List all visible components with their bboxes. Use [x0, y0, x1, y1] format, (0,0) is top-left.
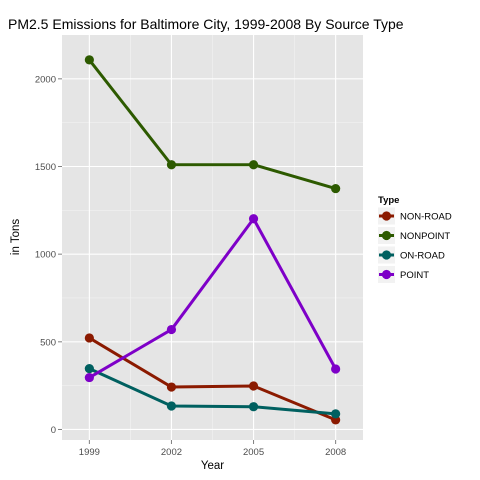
legend-item-point: POINT	[378, 266, 429, 283]
legend-key-point	[382, 270, 391, 279]
x-tick-label: 2005	[243, 447, 264, 458]
data-point-nonpoint	[167, 160, 176, 169]
y-tick-label: 1000	[35, 250, 56, 261]
y-tick-label: 1500	[35, 162, 56, 173]
legend-item-non-road: NON-ROAD	[378, 208, 452, 225]
data-point-on-road	[331, 409, 340, 418]
legend-key-point	[382, 231, 391, 240]
data-point-on-road	[167, 401, 176, 410]
x-tick-label: 2008	[325, 447, 346, 458]
chart-title: PM2.5 Emissions for Baltimore City, 1999…	[8, 16, 404, 32]
legend: Type NON-ROAD NONPOINT ON-ROAD POINT	[378, 195, 452, 283]
legend-item-nonpoint: NONPOINT	[378, 227, 450, 244]
legend-item-on-road: ON-ROAD	[378, 247, 445, 264]
data-point-non-road	[249, 381, 258, 390]
data-point-point	[331, 364, 340, 373]
legend-key-point	[382, 211, 391, 220]
y-tick-label: 2000	[35, 74, 56, 85]
legend-label-on-road: ON-ROAD	[400, 251, 445, 262]
data-point-nonpoint	[331, 184, 340, 193]
data-point-point	[249, 214, 258, 223]
data-point-on-road	[85, 364, 94, 373]
data-point-nonpoint	[85, 55, 94, 64]
x-axis: 1999 2002 2005 2008	[79, 440, 346, 458]
y-tick-label: 500	[40, 337, 56, 348]
x-tick-label: 1999	[79, 447, 100, 458]
legend-label-non-road: NON-ROAD	[400, 212, 452, 223]
data-point-non-road	[85, 333, 94, 342]
legend-label-nonpoint: NONPOINT	[400, 231, 450, 242]
legend-key-point	[382, 250, 391, 259]
data-point-point	[167, 325, 176, 334]
legend-label-point: POINT	[400, 270, 429, 281]
y-tick-label: 0	[51, 425, 56, 436]
legend-title: Type	[378, 195, 399, 206]
x-axis-title: Year	[201, 460, 224, 472]
data-point-nonpoint	[249, 160, 258, 169]
data-point-on-road	[249, 402, 258, 411]
y-axis: 0 500 1000 1500 2000	[35, 74, 62, 436]
y-axis-title: in Tons	[10, 219, 22, 255]
x-tick-label: 2002	[161, 447, 182, 458]
data-point-point	[85, 373, 94, 382]
data-point-non-road	[167, 382, 176, 391]
